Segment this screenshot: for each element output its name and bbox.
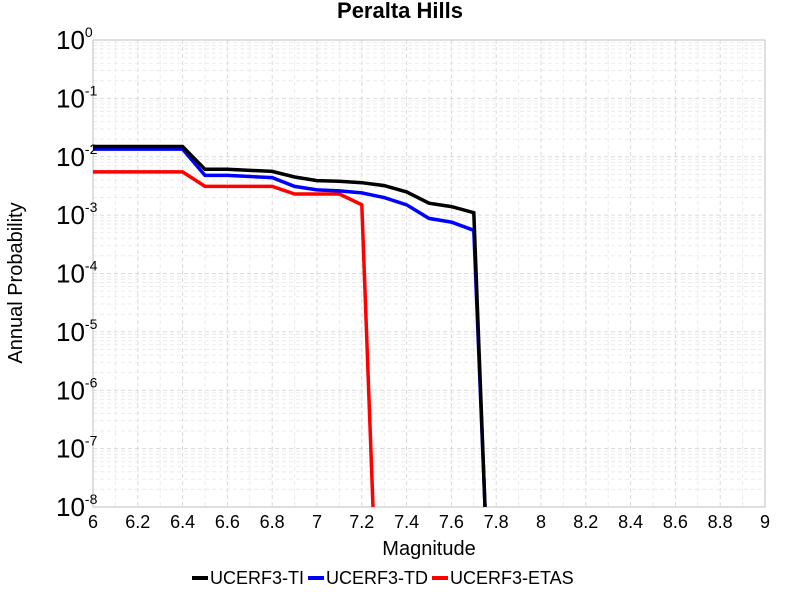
y-tick-base: 10	[56, 317, 85, 347]
legend-label: UCERF3-ETAS	[450, 568, 574, 588]
y-tick-exponent: 0	[85, 24, 93, 40]
x-tick-label: 8.6	[663, 512, 688, 532]
legend: UCERF3-TI UCERF3-TD UCERF3-ETAS	[192, 568, 574, 588]
y-tick-exponent: -8	[85, 491, 98, 507]
y-axis-label: Annual Probability	[5, 202, 27, 363]
y-tick-base: 10	[56, 375, 85, 405]
series-layer	[93, 144, 487, 508]
x-tick-labels: 6 6.2 6.4 6.6 6.8 7 7.2 7.4 7.6 7.8 8 8.2 8.4 8.6 8.8 9	[88, 512, 770, 532]
y-tick-base: 10	[56, 83, 85, 113]
y-tick-exponent: -7	[85, 433, 98, 449]
y-tick-base: 10	[56, 25, 85, 55]
y-tick-base: 10	[56, 434, 85, 464]
y-tick-label: 10-7	[56, 433, 98, 464]
y-tick-exponent: -4	[85, 258, 98, 274]
x-tick-label: 6	[88, 512, 98, 532]
y-tick-exponent: -1	[85, 82, 98, 98]
y-tick-label: 10-6	[56, 374, 98, 405]
y-tick-exponent: -2	[85, 141, 98, 157]
series-line-ucerf3-etas	[93, 170, 375, 508]
x-tick-label: 6.2	[125, 512, 150, 532]
x-tick-label: 8.2	[573, 512, 598, 532]
y-tick-label: 10-2	[56, 141, 98, 172]
x-tick-label: 7.8	[484, 512, 509, 532]
chart-title: Peralta Hills	[337, 0, 463, 23]
series-line-ucerf3-ti	[93, 144, 487, 508]
x-tick-label: 6.6	[215, 512, 240, 532]
x-tick-label: 7.6	[439, 512, 464, 532]
grid	[92, 39, 766, 508]
x-tick-label: 8.8	[708, 512, 733, 532]
x-tick-label: 6.4	[170, 512, 195, 532]
x-tick-label: 7.2	[349, 512, 374, 532]
y-tick-label: 10-3	[56, 199, 98, 230]
y-tick-exponent: -6	[85, 374, 98, 390]
y-tick-label: 100	[56, 24, 93, 55]
y-tick-base: 10	[56, 492, 85, 522]
series-line-ucerf3-td	[93, 147, 487, 508]
x-tick-label: 8	[536, 512, 546, 532]
x-tick-label: 9	[760, 512, 770, 532]
y-tick-label: 10-5	[56, 316, 98, 347]
y-tick-label: 10-4	[56, 258, 98, 289]
x-axis-label: Magnitude	[382, 538, 475, 560]
y-tick-label: 10-1	[56, 82, 98, 113]
x-tick-label: 6.8	[260, 512, 285, 532]
x-tick-label: 8.4	[618, 512, 643, 532]
legend-label: UCERF3-TI	[210, 568, 304, 588]
x-tick-label: 7	[312, 512, 322, 532]
plot-area-border	[92, 39, 766, 508]
y-tick-exponent: -3	[85, 199, 98, 215]
y-tick-label: 10-8	[56, 491, 98, 522]
y-tick-base: 10	[56, 259, 85, 289]
y-tick-base: 10	[56, 142, 85, 172]
x-tick-label: 7.4	[394, 512, 419, 532]
y-tick-exponent: -5	[85, 316, 98, 332]
legend-label: UCERF3-TD	[326, 568, 428, 588]
y-tick-base: 10	[56, 200, 85, 230]
